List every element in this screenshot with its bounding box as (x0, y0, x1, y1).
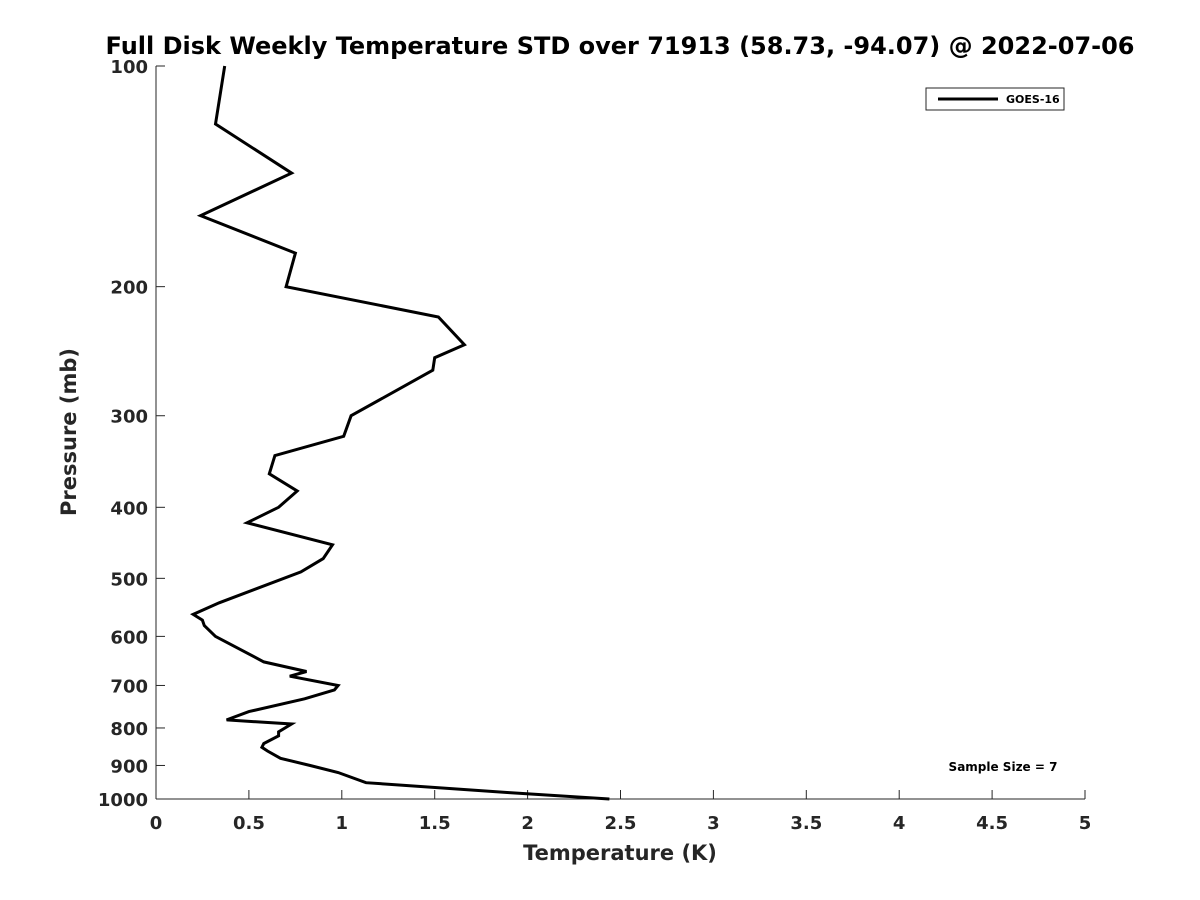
x-tick-label: 1 (336, 813, 349, 834)
legend-label-goes-16: GOES-16 (1006, 93, 1060, 106)
y-tick-label: 600 (110, 627, 148, 648)
y-tick-label: 200 (110, 278, 148, 299)
chart-title: Full Disk Weekly Temperature STD over 71… (106, 32, 1135, 60)
y-tick-label: 300 (110, 407, 148, 428)
y-tick-label: 100 (110, 57, 148, 78)
x-tick-label: 0 (150, 813, 163, 834)
x-tick-label: 0.5 (233, 813, 265, 834)
y-tick-label: 1000 (98, 790, 148, 811)
y-tick-label: 400 (110, 498, 148, 519)
y-ticks: 100 200 300 400 500 600 700 800 900 1000 (98, 57, 165, 811)
y-tick-label: 700 (110, 676, 148, 697)
x-tick-label: 2.5 (605, 813, 637, 834)
y-tick-label: 800 (110, 719, 148, 740)
legend: GOES-16 (925, 87, 1065, 111)
series-line-goes-16 (190, 65, 610, 801)
x-tick-label: 4.5 (976, 813, 1008, 834)
y-tick-label: 500 (110, 569, 148, 590)
plot-area (156, 66, 1085, 799)
series-layer (190, 65, 610, 801)
x-tick-label: 3.5 (790, 813, 822, 834)
x-tick-label: 1.5 (419, 813, 451, 834)
x-tick-label: 2 (521, 813, 534, 834)
x-ticks: 0 0.5 1 1.5 2 2.5 3 3.5 4 4.5 5 (150, 790, 1092, 834)
sample-size-annotation: Sample Size = 7 (949, 760, 1058, 774)
x-axis-label: Temperature (K) (523, 841, 717, 865)
y-tick-label: 900 (110, 756, 148, 777)
x-tick-label: 3 (707, 813, 720, 834)
y-axis-label: Pressure (mb) (57, 348, 81, 516)
x-tick-label: 5 (1079, 813, 1092, 834)
x-tick-label: 4 (893, 813, 906, 834)
